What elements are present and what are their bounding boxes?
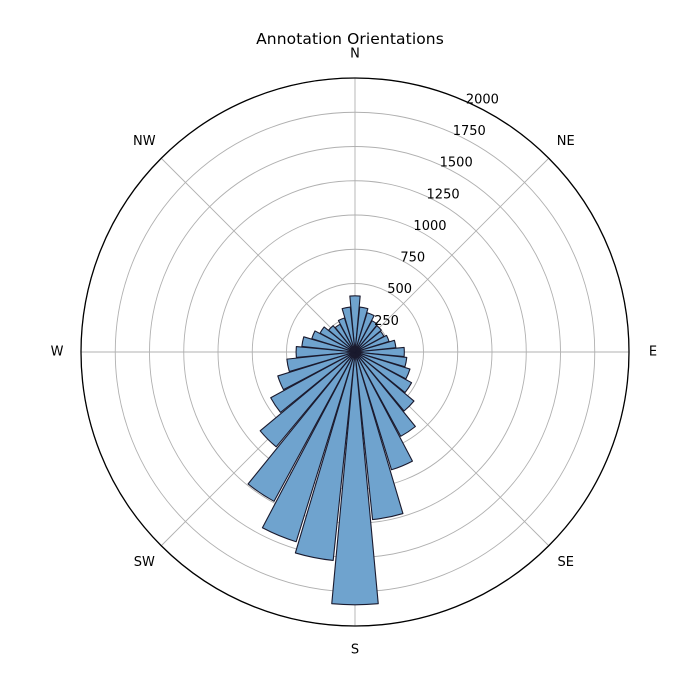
compass-label-nw: NW <box>133 134 156 149</box>
angular-gridline <box>354 157 550 353</box>
radial-tick-500: 500 <box>387 282 412 297</box>
rose-bar <box>331 351 379 606</box>
compass-label-se: SE <box>557 555 573 570</box>
page-title: Annotation Orientations <box>256 30 444 48</box>
compass-label-ne: NE <box>557 134 575 149</box>
compass-tick-labels: N NE E SE S SW W NW <box>51 47 658 658</box>
rose-bar <box>354 346 405 358</box>
rose-bar <box>319 326 356 353</box>
rose-bar <box>341 306 356 353</box>
rose-bar <box>349 295 361 353</box>
rose-bar <box>286 351 356 373</box>
rose-bar <box>354 325 382 353</box>
rose-bar <box>277 351 356 391</box>
compass-label-w: W <box>51 345 64 360</box>
rose-bar <box>354 351 413 394</box>
rose-bar <box>354 351 404 521</box>
radial-tick-1500: 1500 <box>440 156 473 171</box>
compass-label-s: S <box>351 643 359 658</box>
compass-label-sw: SW <box>134 555 155 570</box>
radial-tick-1750: 1750 <box>453 124 486 139</box>
angular-gridline <box>160 157 356 353</box>
radial-tick-1000: 1000 <box>413 219 446 234</box>
rose-bar <box>261 351 356 543</box>
rose-bar <box>294 351 356 562</box>
radial-tick-2000: 2000 <box>466 92 499 107</box>
rose-bar <box>270 351 356 413</box>
compass-label-n: N <box>350 47 360 62</box>
rose-bar <box>259 351 356 448</box>
radial-tick-750: 750 <box>400 251 425 266</box>
rose-bar <box>295 346 356 358</box>
rose-bar <box>354 351 414 471</box>
rose-bar <box>328 325 356 353</box>
radial-tick-labels: 250 500 750 1000 1250 1500 1750 2000 <box>374 92 499 329</box>
rose-bar <box>354 320 378 353</box>
radial-tick-1250: 1250 <box>427 187 460 202</box>
radial-tick-250: 250 <box>374 314 399 329</box>
rose-bar <box>354 351 415 412</box>
rose-bars <box>247 295 416 606</box>
rose-bar <box>354 351 416 437</box>
polar-outer-spine <box>80 77 630 627</box>
rose-bar <box>354 351 411 380</box>
rose-bar <box>247 351 356 502</box>
compass-label-e: E <box>649 345 657 360</box>
